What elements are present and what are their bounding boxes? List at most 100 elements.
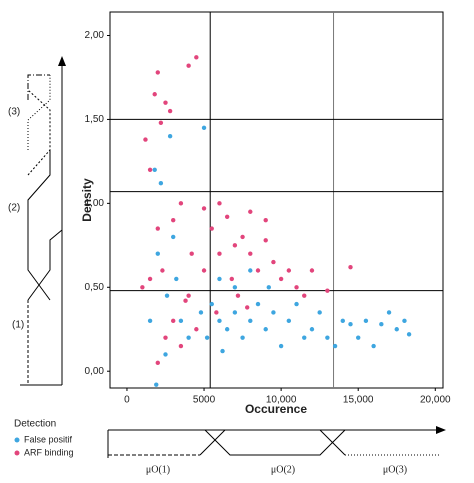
point (356, 335, 361, 340)
point (147, 167, 153, 172)
point (178, 343, 184, 349)
point (255, 268, 261, 273)
x-tick-label: 0 (124, 395, 130, 406)
point (263, 238, 268, 243)
point (278, 276, 284, 282)
point (163, 335, 168, 340)
point (217, 318, 222, 324)
left-membership-diagram (20, 56, 66, 386)
point (178, 201, 184, 206)
point (217, 201, 222, 206)
point (325, 288, 330, 293)
left-label: (2) (8, 203, 20, 214)
point (278, 343, 284, 349)
legend-label: False positif (24, 434, 73, 444)
point (402, 318, 407, 324)
point (406, 332, 412, 337)
point (371, 343, 376, 349)
point (194, 55, 199, 60)
point (317, 310, 322, 315)
point (217, 276, 222, 282)
x-tick-label: 5000 (193, 395, 216, 406)
point (140, 285, 145, 290)
point (286, 318, 292, 324)
point (155, 70, 160, 75)
point (294, 285, 299, 290)
point (248, 268, 253, 273)
y-tick-label: 1,50 (85, 114, 105, 125)
legend-marker (14, 450, 20, 456)
bottom-label: μO(1) (146, 464, 170, 475)
point (224, 214, 230, 219)
point (171, 217, 176, 223)
point (201, 268, 207, 273)
point (171, 318, 176, 324)
point (309, 327, 315, 332)
point (232, 243, 238, 248)
point (240, 234, 245, 240)
point (201, 125, 207, 131)
point (363, 318, 369, 324)
point (143, 137, 148, 142)
point (214, 310, 219, 315)
point (147, 276, 153, 282)
x-tick-label: 10,000 (266, 395, 297, 406)
y-tick-label: 1,00 (85, 198, 105, 209)
point (167, 134, 173, 139)
point (302, 335, 307, 340)
legend-label: ARF binding (24, 447, 74, 457)
point (248, 251, 253, 256)
bottom-membership-diagram (107, 426, 446, 458)
point (271, 259, 276, 265)
plot-frame (109, 11, 444, 389)
point (189, 251, 194, 256)
left-label: (1) (12, 320, 24, 331)
x-axis-label: Occurence (245, 402, 307, 416)
y-tick-label: 0,00 (85, 366, 105, 377)
point (302, 293, 307, 298)
point (271, 310, 276, 315)
point (158, 120, 164, 125)
point (332, 343, 338, 349)
bottom-label: μO(3) (383, 464, 407, 475)
point (164, 293, 170, 298)
point (167, 108, 173, 114)
point (155, 251, 160, 256)
x-tick-label: 20,000 (420, 395, 451, 406)
point (209, 301, 214, 307)
point (201, 206, 207, 211)
left-label: (3) (8, 107, 20, 118)
point (217, 251, 222, 256)
point (266, 285, 271, 290)
x-tick-label: 15,000 (343, 395, 374, 406)
point (171, 234, 176, 240)
point (325, 335, 330, 340)
point (155, 360, 160, 366)
point (263, 327, 268, 332)
point (235, 293, 241, 298)
y-tick-label: 2,00 (85, 30, 105, 41)
point (240, 335, 245, 340)
point (198, 310, 204, 315)
point (379, 322, 384, 327)
point (255, 301, 261, 307)
point (186, 63, 191, 68)
point (178, 318, 184, 324)
point (263, 217, 268, 223)
bottom-label: μO(2) (271, 464, 295, 475)
point (248, 318, 253, 324)
point (386, 310, 392, 315)
point (204, 335, 210, 340)
point (340, 318, 345, 324)
y-tick-label: 0,50 (85, 282, 105, 293)
point (232, 285, 238, 290)
point (209, 226, 214, 231)
point (186, 335, 191, 340)
point (232, 310, 238, 315)
point (163, 100, 168, 105)
point (186, 293, 191, 298)
y-axis-label: Density (80, 178, 94, 222)
point (147, 318, 153, 324)
point (224, 327, 230, 332)
